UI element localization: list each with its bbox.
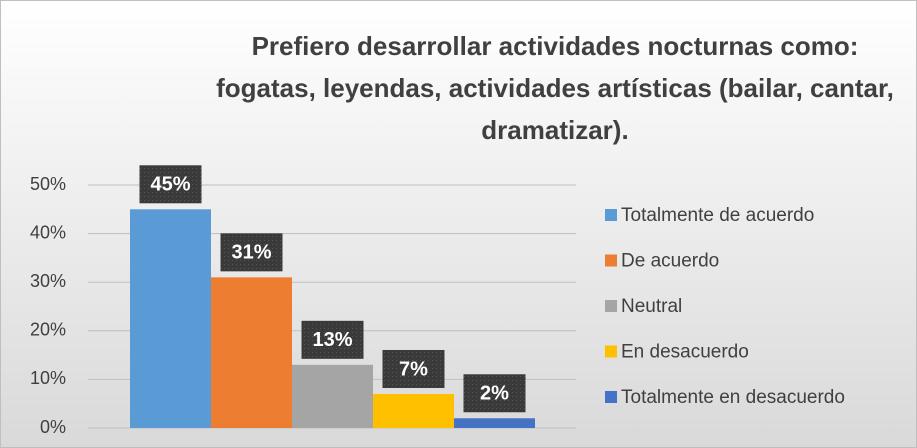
chart-title: fogatas, leyendas, actividades artística… [216,73,894,103]
bar [211,277,292,428]
data-label: 45% [150,174,190,196]
bar [373,393,454,428]
legend-label: Neutral [621,296,682,317]
y-tick-label: 10% [30,368,66,388]
data-label: 2% [480,383,509,405]
data-label-box [463,374,526,413]
legend-swatch [605,209,617,221]
data-label-box [301,320,364,359]
y-tick-label: 20% [30,320,66,340]
chart-title: Prefiero desarrollar actividades nocturn… [252,31,859,61]
bar [292,364,373,428]
legend-label: Totalmente de acuerdo [621,205,814,226]
legend-swatch [605,391,617,403]
y-tick-label: 30% [30,271,66,291]
y-tick-label: 50% [30,174,66,194]
data-label: 13% [312,329,352,351]
y-tick-label: 0% [40,417,66,437]
legend-label: En desacuerdo [621,342,749,363]
legend-swatch [605,254,617,267]
data-label: 7% [399,358,428,380]
chart-title: dramatizar). [481,115,628,145]
data-label-box [382,349,445,388]
data-label-box [220,233,283,272]
legend-swatch [605,345,617,358]
bar [454,418,535,428]
y-tick-label: 40% [30,222,66,242]
legend-swatch [605,300,617,312]
legend-label: De acuerdo [621,251,719,272]
legend-label: Totalmente en desacuerdo [621,387,845,408]
bar [130,209,211,428]
data-label-box [139,165,202,204]
data-label: 31% [231,242,271,264]
